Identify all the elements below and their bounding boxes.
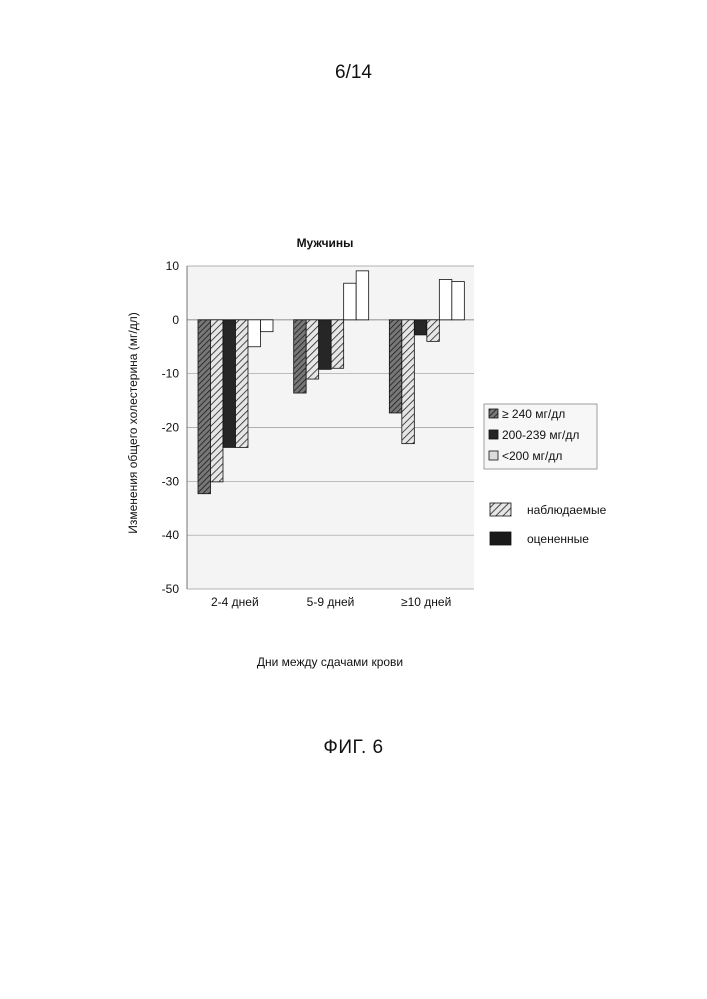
legend-label: ≥ 240 мг/дл [502,407,565,421]
y-tick-label: -50 [162,582,180,596]
x-tick-label: 2-4 дней [211,595,259,609]
bar [319,320,332,370]
y-tick-label: -40 [162,528,180,542]
bar [198,320,211,494]
bar [389,320,402,413]
bar [294,320,307,393]
legend-swatch [489,409,498,418]
legend-label: 200-239 мг/дл [502,428,579,442]
y-tick-label: 0 [172,313,179,327]
bar [211,320,224,482]
legend-label: наблюдаемые [527,503,607,517]
figure-caption: ФИГ. 6 [0,737,707,759]
bar [427,320,440,342]
bar [356,271,369,320]
legend-swatch [489,451,498,460]
y-tick-label: 10 [166,259,180,273]
legend-label: оцененные [527,532,589,546]
bar [452,282,465,320]
x-axis-label: Дни между сдачами крови [257,655,403,669]
bar [223,320,236,448]
y-tick-label: -30 [162,474,180,488]
legend-swatch [490,503,511,516]
bar [414,320,427,335]
y-tick-label: -10 [162,367,180,381]
bar [439,279,452,319]
bar [261,320,274,332]
bar [236,320,249,448]
legend-swatch [490,532,511,545]
plot-area: 10 0 -10 -20 -30 -40 -50 2-4 дней 5-9 дней ≥10 дн… [162,259,474,609]
bar [331,320,344,368]
y-axis-label: Изменения общего холестерина (мг/дл) [126,312,140,534]
x-tick-label: 5-9 дней [307,595,355,609]
bar [402,320,415,444]
legend: ≥ 240 мг/дл 200-239 мг/дл <200 мг/дл наблюд… [484,404,607,546]
bar [306,320,319,379]
bar [344,283,357,320]
y-tick-label: -20 [162,421,180,435]
x-tick-label: ≥10 дней [401,595,451,609]
legend-label: <200 мг/дл [502,449,562,463]
chart-title: Мужчины [297,236,354,250]
bar [248,320,261,347]
legend-swatch [489,430,498,439]
